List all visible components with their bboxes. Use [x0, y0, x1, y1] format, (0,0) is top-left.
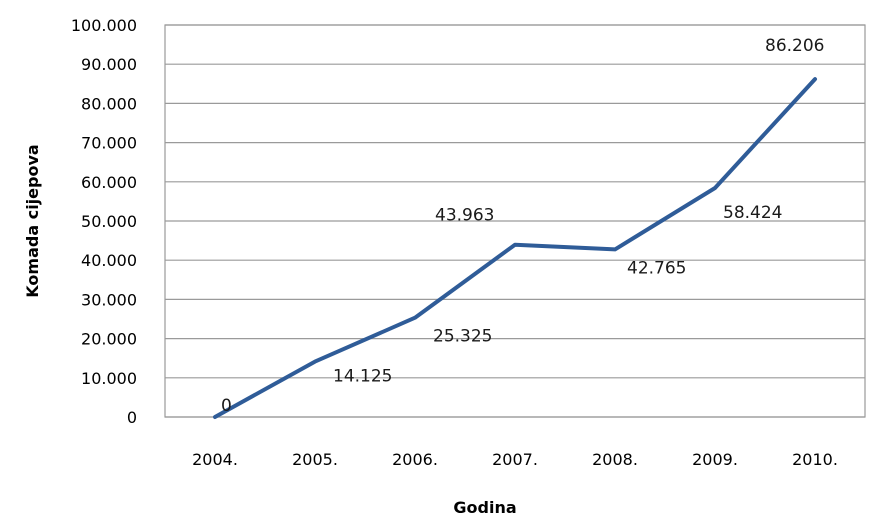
y-tick-label: 20.000 [81, 330, 137, 349]
data-label: 0 [221, 396, 232, 416]
data-label: 25.325 [433, 327, 492, 347]
y-tick-label: 10.000 [81, 369, 137, 388]
data-label: 43.963 [435, 206, 494, 226]
y-axis-ticks: 0 10.000 20.000 30.000 40.000 50.000 60.000 70.… [71, 16, 137, 427]
x-tick-label: 2006. [392, 450, 438, 469]
y-tick-label: 60.000 [81, 173, 137, 192]
y-tick-label: 80.000 [81, 94, 137, 113]
x-axis-title: Godina [453, 498, 516, 517]
x-tick-label: 2005. [292, 450, 338, 469]
y-tick-label: 100.000 [71, 16, 137, 35]
y-tick-label: 90.000 [81, 55, 137, 74]
plot-area-border [164, 24, 866, 418]
y-tick-label: 70.000 [81, 134, 137, 153]
x-tick-label: 2004. [192, 450, 238, 469]
data-label: 58.424 [723, 203, 782, 223]
y-tick-label: 40.000 [81, 251, 137, 270]
x-tick-label: 2008. [592, 450, 638, 469]
x-tick-label: 2009. [692, 450, 738, 469]
data-labels: 0 14.125 25.325 43.963 42.765 58.424 86.206 [221, 36, 824, 416]
x-tick-label: 2010. [792, 450, 838, 469]
y-axis-title: Komada cijepova [23, 144, 42, 297]
y-tick-label: 0 [127, 408, 137, 427]
data-label: 42.765 [627, 258, 686, 278]
x-axis-ticks: 2004. 2005. 2006. 2007. 2008. 2009. 2010. [192, 450, 838, 469]
y-tick-label: 50.000 [81, 212, 137, 231]
x-tick-label: 2007. [492, 450, 538, 469]
data-label: 14.125 [333, 367, 392, 387]
series-line [213, 77, 817, 419]
data-label: 86.206 [765, 36, 824, 56]
y-tick-label: 30.000 [81, 290, 137, 309]
